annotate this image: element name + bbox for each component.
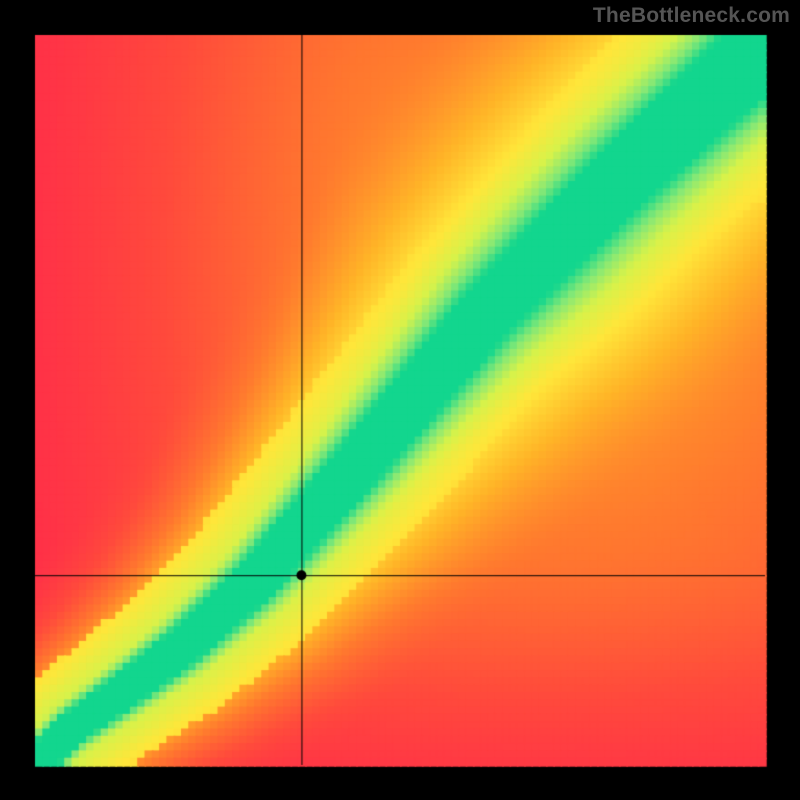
chart-stage: TheBottleneck.com	[0, 0, 800, 800]
heatmap-canvas	[0, 0, 800, 800]
watermark-label: TheBottleneck.com	[593, 4, 790, 28]
